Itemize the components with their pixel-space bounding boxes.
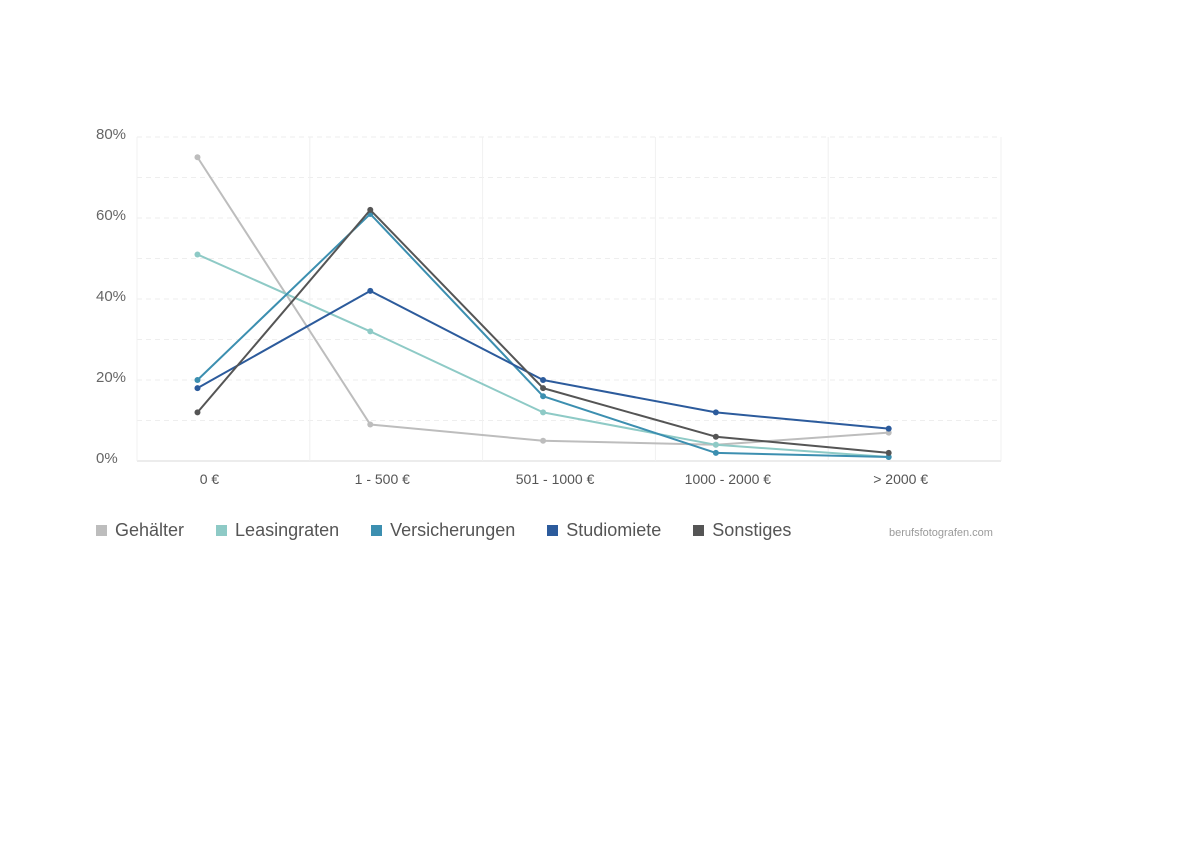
x-tick-label: > 2000 €: [873, 471, 928, 487]
legend-item-gehaelter: Gehälter: [96, 520, 184, 541]
data-point: [367, 421, 374, 428]
data-point: [885, 449, 892, 456]
y-tick-label: 0%: [96, 450, 118, 467]
series-versicherungen: [194, 210, 892, 460]
data-point: [540, 385, 547, 392]
source-credit: berufsfotografen.com: [889, 527, 993, 539]
data-point: [885, 425, 892, 432]
y-tick-label: 60%: [96, 207, 126, 224]
data-point: [540, 437, 547, 444]
grid: [136, 136, 1002, 462]
legend-swatch: [371, 525, 383, 536]
data-point: [540, 409, 547, 416]
legend-swatch: [693, 525, 705, 536]
legend-label: Gehälter: [115, 520, 185, 540]
data-point: [712, 441, 719, 448]
x-tick-label: 1000 - 2000 €: [685, 471, 772, 487]
legend-label: Versicherungen: [390, 520, 516, 540]
series-studiomiete: [194, 287, 892, 432]
data-point: [712, 433, 719, 440]
legend-label: Leasingraten: [235, 520, 340, 540]
data-point: [367, 287, 374, 294]
legend-item-sonstiges: Sonstiges: [693, 520, 791, 541]
legend-item-studiomiete: Studiomiete: [547, 520, 661, 541]
legend-swatch: [96, 525, 107, 536]
data-point: [712, 449, 719, 456]
series-sonstiges: [194, 206, 892, 456]
data-point: [540, 393, 547, 400]
data-point: [194, 251, 201, 258]
legend-item-versicherungen: Versicherungen: [371, 520, 515, 541]
legend-label: Studiomiete: [566, 520, 662, 540]
y-tick-label: 80%: [96, 126, 126, 143]
series-gehälter: [194, 154, 892, 448]
data-point: [194, 154, 201, 161]
data-point: [540, 377, 547, 383]
y-tick-label: 20%: [96, 369, 126, 386]
legend: Gehälter Leasingraten Versicherungen Stu…: [96, 520, 823, 541]
series-leasingraten: [194, 251, 892, 460]
x-tick-label: 1 - 500 €: [355, 471, 410, 487]
series-lines: [194, 154, 892, 460]
legend-swatch: [216, 525, 228, 536]
data-point: [712, 409, 719, 416]
data-point: [194, 377, 201, 383]
x-tick-label: 501 - 1000 €: [516, 471, 595, 487]
data-point: [194, 409, 201, 416]
data-point: [367, 206, 374, 213]
data-point: [367, 328, 374, 335]
x-tick-label: 0 €: [200, 471, 220, 487]
legend-swatch: [547, 525, 559, 536]
data-point: [194, 385, 201, 392]
legend-label: Sonstiges: [712, 520, 792, 540]
legend-item-leasingraten: Leasingraten: [216, 520, 339, 541]
y-tick-label: 40%: [96, 288, 126, 305]
y-axis-ticks: 0% 20% 40% 60% 80%: [96, 126, 126, 467]
series-line: [197, 253, 889, 458]
series-line: [196, 289, 889, 430]
x-axis-ticks: 0 € 1 - 500 € 501 - 1000 € 1000 - 2000 € > 2…: [200, 471, 929, 487]
series-line: [196, 208, 889, 454]
